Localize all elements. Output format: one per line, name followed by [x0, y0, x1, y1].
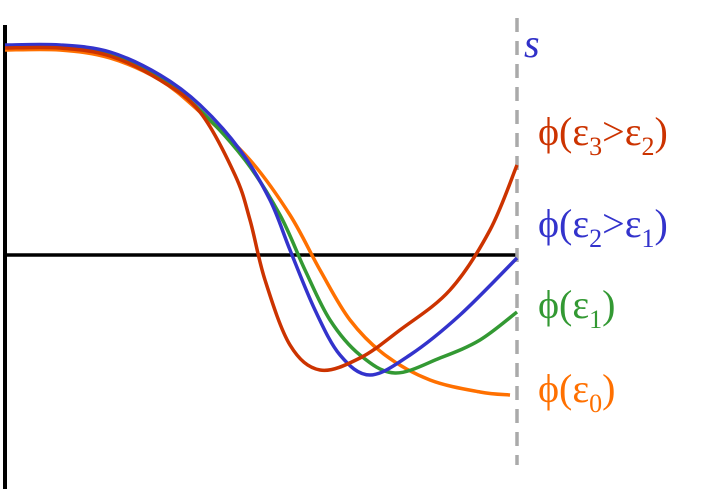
subscript: 0	[589, 389, 602, 418]
curve	[4, 47, 511, 397]
label-text: >ε	[602, 201, 641, 246]
subscript: 2	[642, 132, 655, 161]
label-text: ϕ(ε	[538, 366, 589, 411]
curve-label: ϕ(ε0)	[538, 366, 616, 418]
labels: ϕ(ε3>ε2)ϕ(ε2>ε1)ϕ(ε1)ϕ(ε0)	[538, 109, 668, 418]
curve-label: ϕ(ε2>ε1)	[538, 201, 668, 253]
subscript: 2	[589, 224, 602, 253]
label-text: )	[602, 282, 615, 327]
subscript: 3	[589, 132, 602, 161]
curve	[4, 45, 519, 373]
label-text: )	[602, 366, 615, 411]
label-text: )	[655, 201, 668, 246]
s-label: s	[524, 21, 540, 66]
label-text: ϕ(ε	[538, 282, 589, 327]
curve-label: ϕ(ε3>ε2)	[538, 109, 668, 161]
label-text: >ε	[602, 109, 641, 154]
curve-label: ϕ(ε1)	[538, 282, 616, 334]
curve	[4, 42, 519, 377]
label-text: ϕ(ε	[538, 201, 589, 246]
curves	[4, 42, 519, 397]
label-text: )	[655, 109, 668, 154]
label-text: ϕ(ε	[538, 109, 589, 154]
curve	[4, 44, 519, 375]
subscript: 1	[589, 305, 602, 334]
subscript: 1	[642, 224, 655, 253]
